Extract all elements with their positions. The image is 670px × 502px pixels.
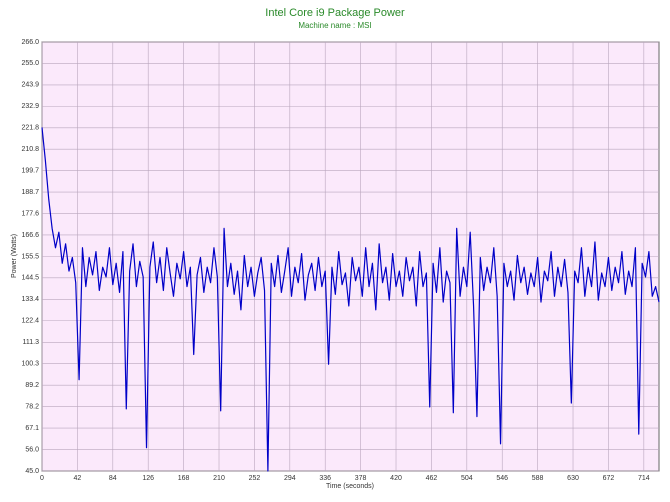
y-tick-label: 111.3 [23,339,40,346]
x-tick-label: 210 [213,475,225,482]
y-tick-label: 199.7 [21,168,39,175]
y-tick-label: 67.1 [25,425,39,432]
y-tick-label: 122.4 [21,318,39,325]
x-tick-label: 168 [178,475,190,482]
x-tick-label: 84 [109,475,117,482]
y-tick-label: 78.2 [25,403,39,410]
x-tick-label: 672 [603,475,615,482]
x-tick-label: 546 [496,475,508,482]
x-tick-label: 378 [355,475,367,482]
x-tick-label: 420 [390,475,402,482]
x-axis-label: Time (seconds) [326,483,374,490]
x-tick-label: 504 [461,475,473,482]
y-tick-label: 266.0 [21,39,39,46]
y-tick-label: 45.0 [25,468,39,475]
x-tick-label: 126 [142,475,154,482]
x-tick-label: 0 [40,475,44,482]
x-tick-label: 462 [426,475,438,482]
x-tick-label: 630 [567,475,579,482]
y-tick-label: 221.8 [21,125,39,132]
y-tick-label: 56.0 [25,446,39,453]
y-tick-label: 243.9 [21,82,39,89]
x-tick-label: 294 [284,475,296,482]
y-tick-label: 155.5 [21,253,39,260]
chart-title: Intel Core i9 Package Power [265,7,405,19]
x-tick-label: 714 [638,475,650,482]
x-tick-label: 42 [74,475,82,482]
y-tick-label: 89.2 [25,382,39,389]
y-tick-label: 166.6 [21,232,39,239]
y-tick-label: 255.0 [21,60,39,67]
y-tick-label: 133.4 [21,296,39,303]
x-tick-label: 588 [532,475,544,482]
y-tick-label: 188.7 [21,189,39,196]
x-tick-label: 252 [249,475,261,482]
x-tick-label: 336 [319,475,331,482]
chart-subtitle: Machine name : MSI [298,21,371,30]
y-tick-label: 210.8 [21,146,39,153]
y-tick-label: 232.9 [21,103,39,110]
data-line [41,127,660,472]
y-tick-label: 177.6 [21,210,39,217]
y-tick-label: 144.5 [21,275,39,282]
y-tick-label: 100.3 [21,360,39,367]
y-axis-label: Power (Watts) [11,234,18,278]
